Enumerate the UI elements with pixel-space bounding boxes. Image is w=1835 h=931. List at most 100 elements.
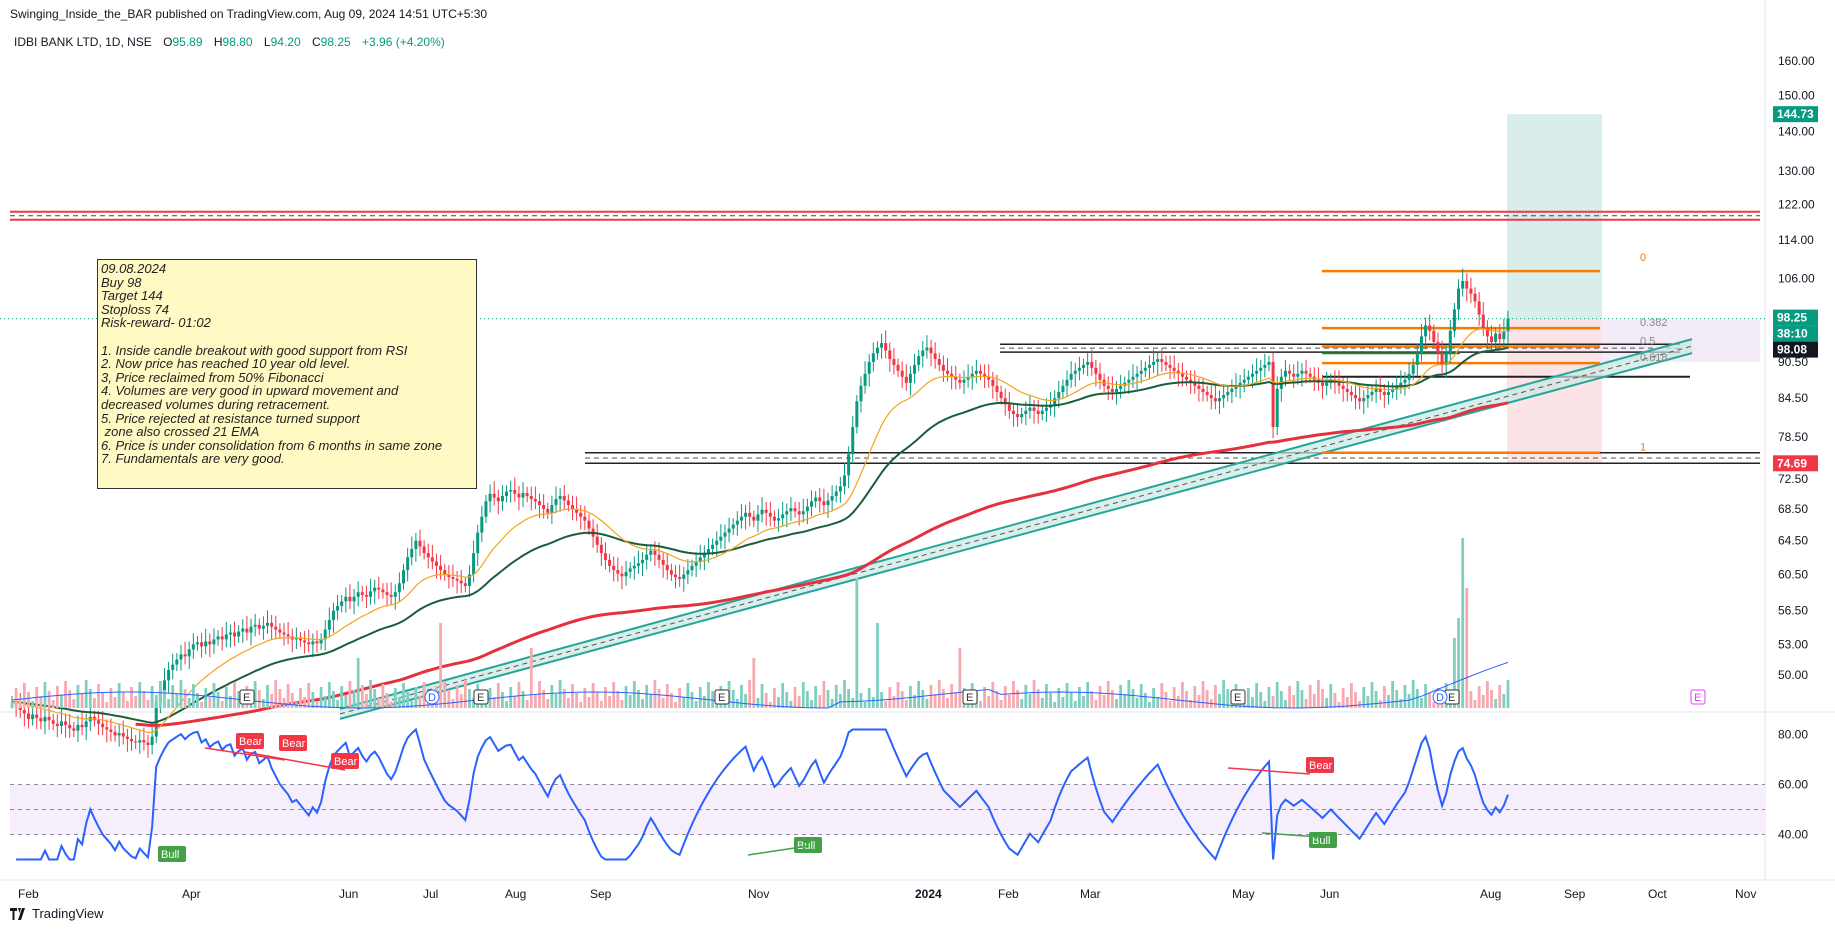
volume-bar <box>1308 685 1312 708</box>
candle-body <box>237 631 241 637</box>
volume-bar <box>1077 687 1081 708</box>
candle-body <box>801 511 805 515</box>
candle-body <box>1436 341 1440 354</box>
volume-bar <box>674 702 677 708</box>
candle-body <box>1110 388 1114 392</box>
volume-bar <box>884 701 888 708</box>
note-line: 6. Price is under consolidation from 6 m… <box>101 437 443 453</box>
volume-bar <box>707 682 710 708</box>
candle-body <box>636 563 640 566</box>
footer-brand[interactable]: TradingView <box>10 906 104 921</box>
volume-bar <box>501 692 504 708</box>
candle-body <box>929 347 933 354</box>
time-axis-tick: Jul <box>423 887 438 901</box>
volume-bar <box>253 681 257 708</box>
volume-bar <box>921 690 925 708</box>
volume-bar <box>47 691 51 708</box>
rsi-axis-tick: 40.00 <box>1778 828 1808 842</box>
price-axis-tick: 60.50 <box>1778 567 1808 581</box>
volume-bar <box>146 700 150 708</box>
candle-body <box>1498 333 1502 340</box>
candle-body <box>546 508 550 513</box>
candle-body <box>525 493 529 497</box>
volume-bar <box>393 688 397 708</box>
volume-bar <box>1407 694 1411 708</box>
volume-bar <box>492 697 496 708</box>
candle-body <box>1011 410 1015 415</box>
volume-bar <box>196 693 199 708</box>
divergence-badge-label: Bull <box>1312 835 1330 847</box>
volume-bar <box>1382 686 1386 708</box>
volume-bar <box>1411 680 1415 708</box>
candle-body <box>1428 325 1432 331</box>
volume-bar <box>1040 698 1044 708</box>
candle-body <box>101 723 105 728</box>
candle-body <box>1098 373 1102 380</box>
candle-body <box>1119 385 1123 389</box>
earnings-marker <box>1690 689 1706 705</box>
note-line: 3, Price reclaimed from 50% Fibonacci <box>101 369 324 385</box>
volume-bar <box>488 688 492 708</box>
candle-body <box>1300 370 1304 374</box>
candle-body <box>1362 398 1366 402</box>
price-axis-tick: 84.50 <box>1778 391 1808 405</box>
candle-body <box>191 644 195 650</box>
volume-bar <box>896 682 900 708</box>
note-line: 1. Inside candle breakout with good supp… <box>101 342 408 358</box>
volume-bar <box>1477 686 1481 708</box>
volume-bar <box>958 648 962 708</box>
volume-bar <box>1242 702 1246 708</box>
volume-bar <box>1090 691 1094 708</box>
price-axis-badge-label: 98.25 <box>1777 311 1807 325</box>
candle-body <box>1370 391 1374 396</box>
candle-body <box>748 512 752 517</box>
divergence-badge <box>236 733 264 749</box>
volume-bar <box>744 694 747 708</box>
divergence-line <box>747 845 809 856</box>
candle-body <box>1135 373 1139 377</box>
price-axis-badge-label: 74.69 <box>1777 456 1807 470</box>
time-axis-tick: May <box>1232 887 1255 901</box>
volume-bar <box>274 680 278 708</box>
candle-body <box>1234 385 1238 389</box>
time-axis-tick: 2024 <box>915 887 942 901</box>
candle-body <box>649 550 653 555</box>
volume-bar <box>1304 699 1308 708</box>
divergence-line <box>244 751 346 771</box>
candle-body <box>1073 370 1077 374</box>
volume-bar <box>838 694 842 708</box>
candle-body <box>1452 309 1456 331</box>
volume-bar <box>175 694 179 708</box>
candle-body <box>64 721 68 725</box>
volume-bar <box>1362 687 1366 708</box>
volume-bar <box>855 578 859 708</box>
candle-body <box>842 475 846 487</box>
candle-body <box>785 511 789 515</box>
volume-bar <box>847 689 851 708</box>
earnings-marker <box>239 689 255 705</box>
trade-note[interactable]: 09.08.2024 Buy 98 Target 144 Stoploss 74 Ris… <box>97 259 477 489</box>
candle-body <box>892 359 896 365</box>
candle-body <box>1457 288 1461 310</box>
candle-body <box>880 343 884 348</box>
candle-body <box>805 506 809 512</box>
candle-body <box>228 632 232 635</box>
candle-body <box>463 583 467 586</box>
time-axis-tick: Nov <box>748 887 769 901</box>
volume-bar <box>1102 695 1106 708</box>
volume-bar <box>546 699 550 708</box>
volume-bar <box>332 691 335 708</box>
candle-body <box>430 557 434 562</box>
divergence-badge <box>279 735 307 751</box>
candle-body <box>1185 376 1189 380</box>
candle-body <box>686 570 690 575</box>
volume-bar <box>1160 683 1164 708</box>
candle-body <box>1143 367 1147 371</box>
candle-body <box>68 724 72 729</box>
volume-bar <box>1300 690 1304 708</box>
rsi-band <box>10 784 1765 835</box>
candle-body <box>59 721 63 727</box>
candle-body <box>752 516 756 521</box>
candle-body <box>1057 391 1061 399</box>
